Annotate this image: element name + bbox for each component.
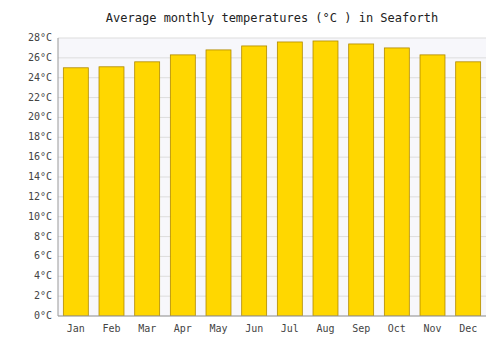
x-tick-label: Aug (316, 323, 334, 334)
y-tick-label: 28°C (28, 32, 52, 43)
y-tick-label: 10°C (28, 211, 52, 222)
x-tick-label: May (209, 323, 227, 334)
bar (242, 46, 267, 316)
x-tick-label: Mar (138, 323, 156, 334)
y-axis (58, 38, 59, 316)
x-tick-label: Dec (459, 323, 477, 334)
x-tick-label: Feb (102, 323, 120, 334)
x-tick-label: Jun (245, 323, 263, 334)
bar (456, 62, 481, 316)
y-tick-label: 18°C (28, 131, 52, 142)
x-tick-label: Jul (281, 323, 299, 334)
y-tick-label: 4°C (34, 270, 52, 281)
grid (58, 38, 486, 316)
bar (63, 68, 88, 316)
bars (63, 41, 480, 316)
bar (420, 55, 445, 316)
bar (170, 55, 195, 316)
x-tick-label: Sep (352, 323, 370, 334)
y-tick-label: 22°C (28, 92, 52, 103)
grid-line (58, 38, 486, 39)
x-tick-label: Nov (423, 323, 441, 334)
x-tick-label: Apr (174, 323, 192, 334)
y-tick-label: 12°C (28, 191, 52, 202)
grid-line (58, 316, 486, 317)
y-tick-label: 26°C (28, 52, 52, 63)
bar (206, 50, 231, 316)
chart: 0°C 2°C 4°C 6°C 8°C 10°C 12°C 14°C 16°C 18°C 20°C 2… (0, 0, 500, 350)
bar (135, 62, 160, 316)
x-tick-label: Oct (388, 323, 406, 334)
bar (313, 41, 338, 316)
y-tick-label: 24°C (28, 72, 52, 83)
bar (99, 67, 124, 316)
y-tick-label: 20°C (28, 111, 52, 122)
bar (349, 44, 374, 316)
plot-area (58, 38, 486, 316)
y-tick-label: 0°C (34, 310, 52, 321)
x-tick-label: Jan (67, 323, 85, 334)
y-tick-label: 6°C (34, 250, 52, 261)
y-tick-label: 14°C (28, 171, 52, 182)
bar (384, 48, 409, 316)
bar (277, 42, 302, 316)
y-tick-label: 8°C (34, 231, 52, 242)
y-tick-label: 2°C (34, 290, 52, 301)
y-tick-label: 16°C (28, 151, 52, 162)
x-axis (58, 316, 486, 317)
title: Average monthly temperatures (°C ) in Se… (106, 11, 438, 25)
